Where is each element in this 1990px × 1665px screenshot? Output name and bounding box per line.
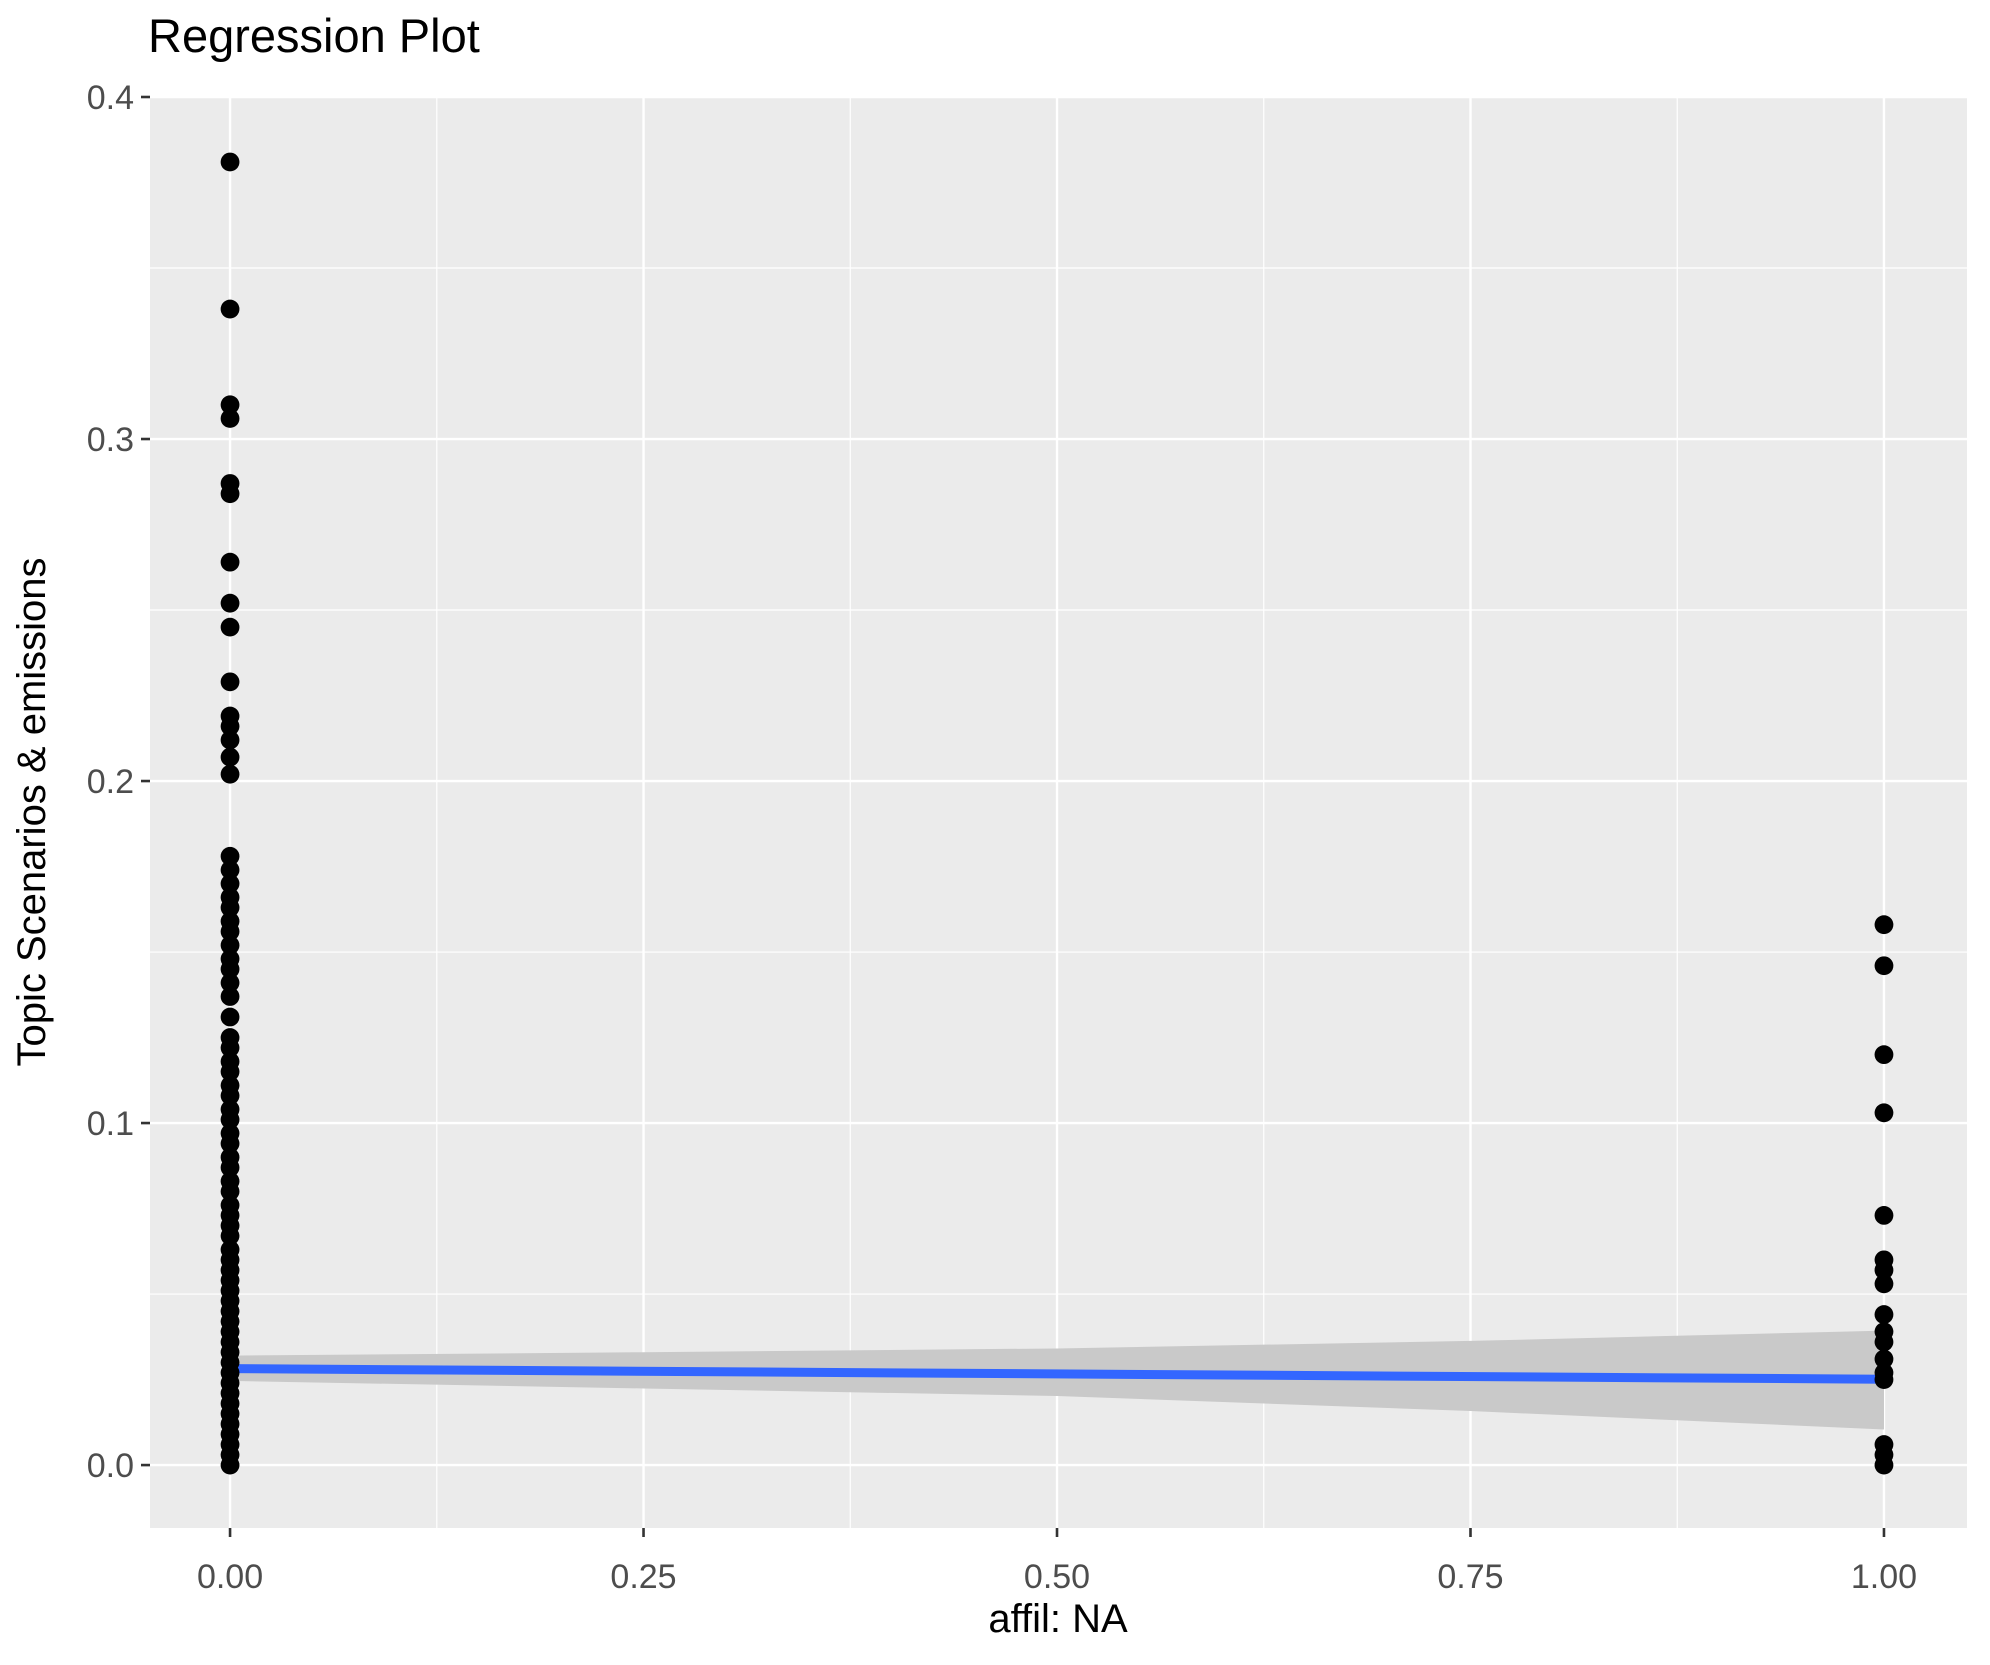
data-point bbox=[220, 1110, 240, 1130]
y-tick-label: 0.3 bbox=[87, 421, 134, 459]
data-point bbox=[220, 935, 240, 955]
data-point bbox=[220, 1158, 240, 1177]
data-point bbox=[220, 1007, 240, 1027]
confidence-band-layer bbox=[230, 1330, 1884, 1430]
data-point bbox=[220, 152, 240, 172]
data-point bbox=[220, 874, 240, 894]
plot-panel bbox=[150, 97, 1967, 1528]
data-point bbox=[1874, 1349, 1894, 1369]
data-point bbox=[1874, 1045, 1894, 1065]
data-point bbox=[220, 1086, 240, 1106]
data-point bbox=[1874, 1260, 1894, 1280]
data-point bbox=[220, 1134, 240, 1153]
data-point bbox=[220, 764, 240, 784]
data-point bbox=[220, 617, 240, 637]
data-point bbox=[1874, 1205, 1894, 1225]
confidence-band bbox=[230, 1330, 1884, 1430]
data-point bbox=[1874, 956, 1894, 976]
data-point bbox=[1874, 1274, 1894, 1294]
axis-ticks-layer bbox=[141, 95, 1886, 1537]
x-tick-label: 0.25 bbox=[610, 1558, 676, 1596]
regression-line-layer bbox=[230, 1364, 1885, 1384]
data-point bbox=[1874, 1370, 1894, 1389]
x-tick-label: 1.00 bbox=[1851, 1558, 1917, 1596]
data-point bbox=[220, 593, 240, 613]
x-tick-label: 0.75 bbox=[1437, 1558, 1503, 1596]
data-point bbox=[220, 987, 240, 1006]
data-point bbox=[220, 973, 240, 993]
data-point bbox=[220, 860, 240, 880]
data-point bbox=[220, 672, 240, 692]
data-point bbox=[220, 409, 240, 428]
data-point bbox=[220, 716, 240, 736]
y-tick-label: 0.4 bbox=[87, 79, 134, 117]
data-point bbox=[220, 1038, 240, 1058]
plot-panel-layer bbox=[150, 97, 1967, 1528]
data-point bbox=[220, 730, 240, 750]
data-point bbox=[220, 922, 240, 941]
data-point bbox=[220, 299, 240, 319]
data-point bbox=[220, 846, 240, 866]
regression-line bbox=[230, 1364, 1885, 1384]
data-point bbox=[220, 1062, 240, 1082]
data-point bbox=[1874, 1305, 1894, 1324]
data-point bbox=[220, 552, 240, 572]
plot-title: Regression Plot bbox=[148, 9, 480, 62]
axis-tick-labels-layer: 0.00 0.25 0.50 0.75 1.00 0.0 0.1 0.2 0.3 0.4 bbox=[87, 79, 1917, 1596]
x-axis-title: affil: NA bbox=[988, 1597, 1128, 1641]
x-tick-label: 0.00 bbox=[197, 1558, 263, 1596]
minor-gridlines bbox=[150, 97, 1967, 1528]
data-point bbox=[220, 1455, 240, 1475]
data-point bbox=[220, 898, 240, 917]
y-tick-label: 0.0 bbox=[87, 1447, 134, 1485]
data-point bbox=[220, 1182, 240, 1201]
data-point bbox=[220, 395, 240, 415]
data-point bbox=[1874, 1455, 1894, 1475]
y-tick-label: 0.2 bbox=[87, 763, 134, 801]
data-point bbox=[1874, 915, 1894, 935]
data-point bbox=[220, 484, 240, 504]
scatter-points-layer bbox=[220, 152, 1894, 1475]
y-tick-label: 0.1 bbox=[87, 1105, 134, 1143]
data-point bbox=[220, 959, 240, 979]
data-point bbox=[220, 747, 240, 767]
data-point bbox=[1874, 1332, 1894, 1352]
data-point bbox=[220, 1226, 240, 1246]
data-point bbox=[1874, 1103, 1894, 1123]
x-tick-label: 0.50 bbox=[1024, 1558, 1090, 1596]
y-axis-title: Topic Scenarios & emissions bbox=[10, 557, 54, 1066]
